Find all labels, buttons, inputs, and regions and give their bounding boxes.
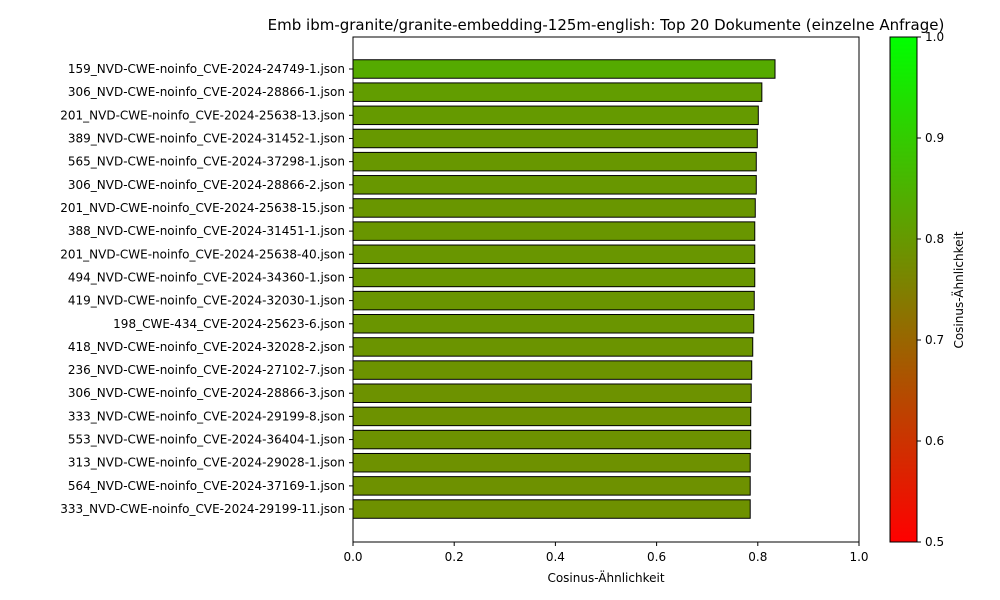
x-tick-label: 0.6 [647, 550, 666, 564]
colorbar-tick-label: 0.7 [925, 333, 944, 347]
bar [352, 406, 752, 427]
x-tick-label: 0.8 [748, 550, 767, 564]
y-tick-label: 389_NVD-CWE-noinfo_CVE-2024-31452-1.json [68, 131, 345, 145]
y-tick-label: 236_NVD-CWE-noinfo_CVE-2024-27102-7.json [68, 363, 345, 377]
x-tick-label: 0.0 [343, 550, 362, 564]
bar [352, 198, 756, 218]
bar [352, 383, 752, 403]
x-axis: 0.0 0.2 0.4 0.6 0.8 1.0 [343, 542, 869, 564]
bar [352, 452, 751, 473]
y-tick-label: 198_CWE-434_CVE-2024-25623-6.json [113, 317, 345, 331]
y-tick-label: 564_NVD-CWE-noinfo_CVE-2024-37169-1.json [68, 479, 345, 493]
plot-frame [352, 36, 860, 543]
y-tick-label: 333_NVD-CWE-noinfo_CVE-2024-29199-11.jso… [60, 502, 345, 516]
bar [352, 360, 753, 380]
y-tick-label: 565_NVD-CWE-noinfo_CVE-2024-37298-1.json [68, 155, 345, 169]
y-tick-label: 333_NVD-CWE-noinfo_CVE-2024-29199-8.json [68, 409, 345, 423]
bars [352, 59, 776, 519]
y-tick-labels: 159_NVD-CWE-noinfo_CVE-2024-24749-1.json… [60, 62, 353, 516]
colorbar-ticks: 0.5 0.6 0.7 0.8 0.9 1.0 [917, 30, 944, 549]
x-tick-label: 1.0 [849, 550, 868, 564]
x-axis-label: Cosinus-Ähnlichkeit [547, 570, 664, 585]
y-tick-label: 306_NVD-CWE-noinfo_CVE-2024-28866-1.json [68, 85, 345, 99]
x-tick-label: 0.4 [546, 550, 565, 564]
bar [352, 290, 755, 311]
colorbar-tick-label: 0.9 [925, 131, 944, 145]
colorbar-tick-label: 1.0 [925, 30, 944, 44]
colorbar [889, 36, 918, 543]
bar [352, 476, 751, 496]
bar [352, 221, 756, 241]
bar [352, 82, 763, 102]
y-tick-label: 418_NVD-CWE-noinfo_CVE-2024-32028-2.json [68, 340, 345, 354]
colorbar-label: Cosinus-Ähnlichkeit [951, 231, 966, 348]
y-tick-label: 306_NVD-CWE-noinfo_CVE-2024-28866-2.json [68, 178, 345, 192]
y-tick-label: 201_NVD-CWE-noinfo_CVE-2024-25638-15.jso… [60, 201, 345, 215]
colorbar-tick-label: 0.8 [925, 232, 944, 246]
bar [352, 244, 756, 265]
y-tick-label: 494_NVD-CWE-noinfo_CVE-2024-34360-1.json [68, 270, 345, 284]
bar [352, 267, 756, 288]
y-tick-label: 553_NVD-CWE-noinfo_CVE-2024-36404-1.json [68, 433, 345, 447]
y-tick-label: 159_NVD-CWE-noinfo_CVE-2024-24749-1.json [68, 62, 345, 76]
bar [352, 59, 776, 79]
y-tick-label: 306_NVD-CWE-noinfo_CVE-2024-28866-3.json [68, 386, 345, 400]
bar [352, 429, 752, 450]
y-tick-label: 313_NVD-CWE-noinfo_CVE-2024-29028-1.json [68, 456, 345, 470]
bar [352, 128, 758, 149]
bar [352, 105, 759, 126]
bar [352, 499, 751, 519]
bar [352, 337, 754, 357]
bar [352, 175, 757, 195]
chart-title: Emb ibm-granite/granite-embedding-125m-e… [268, 16, 945, 34]
y-tick-label: 201_NVD-CWE-noinfo_CVE-2024-25638-13.jso… [60, 108, 345, 122]
y-tick-label: 201_NVD-CWE-noinfo_CVE-2024-25638-40.jso… [60, 247, 345, 261]
bar [352, 314, 755, 334]
colorbar-tick-label: 0.6 [925, 434, 944, 448]
y-tick-label: 388_NVD-CWE-noinfo_CVE-2024-31451-1.json [68, 224, 345, 238]
bar [352, 151, 757, 172]
x-tick-label: 0.2 [445, 550, 464, 564]
colorbar-tick-label: 0.5 [925, 535, 944, 549]
y-tick-label: 419_NVD-CWE-noinfo_CVE-2024-32030-1.json [68, 294, 345, 308]
